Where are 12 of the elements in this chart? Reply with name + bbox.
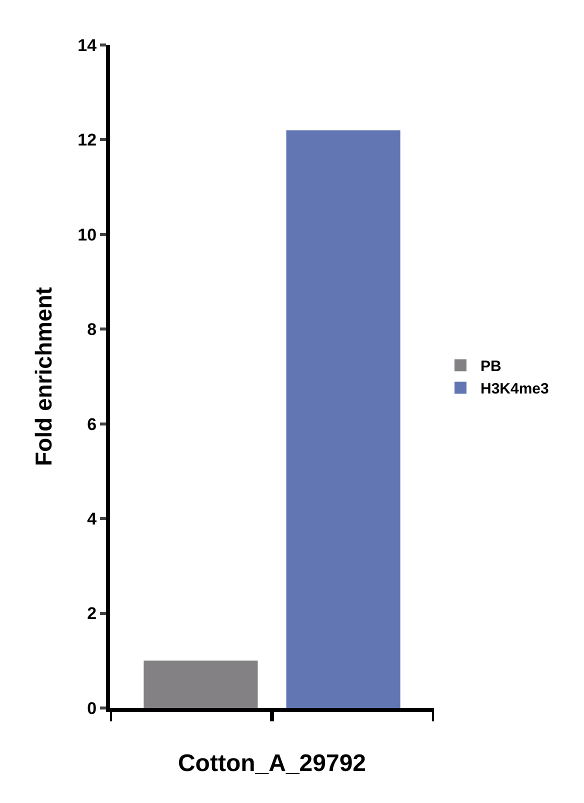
y-tick-label: 14 (78, 36, 98, 55)
y-tick-label: 0 (87, 698, 97, 718)
y-tick-label: 8 (87, 320, 97, 340)
legend-label: PB (480, 358, 502, 376)
y-tick-label: 12 (78, 130, 97, 150)
y-tick-label: 10 (78, 225, 97, 244)
x-tick-label: Cotton_A_29792 (178, 750, 366, 777)
y-tick-label: 6 (87, 414, 97, 434)
legend-label: H3K4me3 (480, 380, 549, 398)
y-tick-label: 4 (87, 510, 98, 529)
y-tick-label: 2 (87, 604, 97, 624)
y-axis-title: Fold enrichment (30, 286, 57, 466)
